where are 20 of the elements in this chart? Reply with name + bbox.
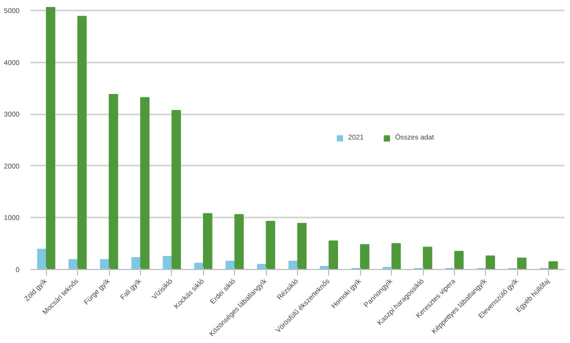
bar	[234, 214, 244, 270]
bar	[422, 246, 432, 270]
bar	[108, 94, 118, 270]
bar	[46, 7, 56, 270]
bar	[140, 97, 150, 270]
bar	[202, 213, 212, 270]
bar	[548, 261, 558, 270]
bar	[172, 110, 181, 270]
bar	[486, 256, 496, 270]
bar	[266, 220, 276, 270]
bar	[454, 250, 464, 270]
bar	[517, 258, 526, 270]
bar	[391, 243, 401, 270]
bar	[360, 244, 370, 270]
bar	[328, 240, 338, 270]
bar	[297, 222, 307, 270]
bar	[226, 260, 235, 270]
bar	[68, 259, 78, 270]
bar	[37, 248, 46, 270]
bar	[77, 16, 87, 270]
